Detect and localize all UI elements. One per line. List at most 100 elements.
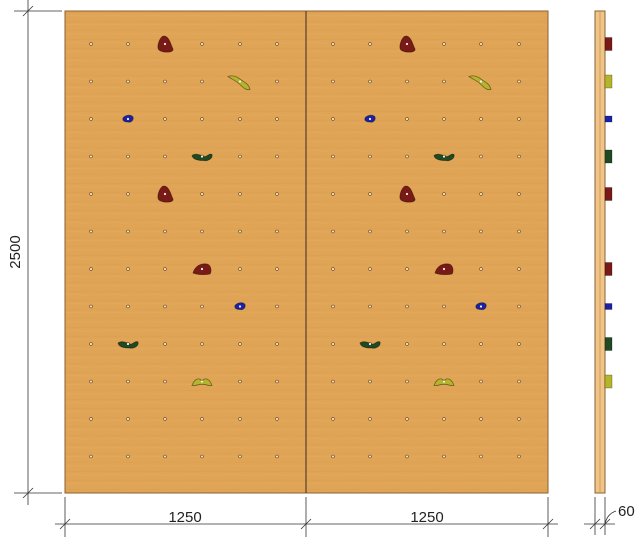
bolt-hole <box>126 42 130 46</box>
bolt-hole <box>479 42 483 46</box>
wall-panel-right <box>305 10 549 494</box>
bolt-hole <box>275 154 279 159</box>
side-hold <box>604 74 613 89</box>
bolt-hole <box>479 154 483 159</box>
bolt-hole <box>275 417 279 421</box>
climbing-hold <box>475 302 487 311</box>
bolt-hole <box>517 192 521 196</box>
bolt-hole <box>238 417 242 421</box>
bolt-hole <box>89 417 93 421</box>
climbing-hold <box>399 185 416 203</box>
bolt-hole <box>331 192 335 196</box>
bolt-hole <box>368 379 372 384</box>
bolt-hole <box>517 79 521 84</box>
bolt-hole <box>89 379 93 384</box>
bolt-hole <box>238 379 242 384</box>
climbing-hold <box>122 114 134 123</box>
bolt-hole <box>442 454 446 459</box>
bolt-hole <box>331 267 335 271</box>
bolt-hole <box>200 417 204 421</box>
bolt-hole <box>275 229 279 234</box>
bolt-hole <box>238 154 242 159</box>
bolt-hole <box>275 454 279 459</box>
side-hold <box>604 303 613 310</box>
bolt-hole <box>368 154 372 159</box>
bolt-hole <box>126 454 130 459</box>
bolt-hole <box>517 42 521 46</box>
bolt-hole <box>405 154 409 159</box>
bolt-hole <box>405 379 409 384</box>
bolt-hole <box>89 79 93 84</box>
bolt-hole <box>126 192 130 196</box>
bolt-hole <box>89 192 93 196</box>
climbing-hold <box>468 75 492 91</box>
side-hold <box>604 374 613 389</box>
bolt-hole <box>442 229 446 234</box>
climbing-hold <box>364 114 376 123</box>
climbing-hold <box>433 153 455 162</box>
bolt-hole <box>479 417 483 421</box>
bolt-hole <box>442 304 446 309</box>
bolt-hole <box>368 267 372 271</box>
bolt-hole <box>368 192 372 196</box>
bolt-hole <box>238 229 242 234</box>
bolt-hole <box>163 117 167 121</box>
bolt-hole <box>479 229 483 234</box>
bolt-hole <box>163 229 167 234</box>
bolt-hole <box>405 304 409 309</box>
side-hold <box>604 337 613 351</box>
bolt-hole <box>479 342 483 346</box>
climbing-holds <box>117 35 492 387</box>
bolt-hole <box>442 342 446 346</box>
bolt-hole <box>442 42 446 46</box>
bolt-hole <box>479 192 483 196</box>
bolt-hole <box>163 79 167 84</box>
bolt-hole <box>126 79 130 84</box>
climbing-hold <box>227 75 251 91</box>
bolt-hole <box>89 267 93 271</box>
bolt-hole <box>275 42 279 46</box>
side-hold <box>604 262 613 276</box>
width-label-left: 1250 <box>168 509 201 526</box>
bolt-hole <box>479 379 483 384</box>
climbing-hold <box>434 263 454 276</box>
side-hold <box>604 37 613 51</box>
bolt-hole <box>479 454 483 459</box>
side-hold <box>604 149 613 164</box>
bolt-hole <box>163 417 167 421</box>
bolt-hole <box>238 342 242 346</box>
bolt-hole <box>405 79 409 84</box>
height-label: 2500 <box>7 235 24 268</box>
bolt-hole <box>126 154 130 159</box>
bolt-hole <box>331 342 335 346</box>
bolt-hole <box>442 417 446 421</box>
bolt-hole <box>442 192 446 196</box>
thickness-label: 60 <box>618 503 635 520</box>
bolt-hole <box>331 79 335 84</box>
side-hold <box>604 187 613 201</box>
bolt-hole <box>163 267 167 271</box>
width-dimension <box>55 497 558 537</box>
bolt-hole <box>163 154 167 159</box>
bolt-hole <box>368 304 372 309</box>
bolt-hole <box>517 267 521 271</box>
bolt-hole <box>275 192 279 196</box>
bolt-hole <box>405 454 409 459</box>
height-dimension <box>14 0 62 505</box>
bolt-hole <box>331 304 335 309</box>
bolt-hole <box>89 42 93 46</box>
bolt-hole <box>331 154 335 159</box>
bolt-hole <box>275 117 279 121</box>
climbing-hold <box>191 378 213 387</box>
bolt-hole <box>89 117 93 121</box>
bolt-hole <box>517 342 521 346</box>
bolt-hole <box>331 42 335 46</box>
bolt-hole <box>275 267 279 271</box>
bolt-hole <box>238 454 242 459</box>
bolt-hole <box>200 304 204 309</box>
bolt-hole <box>368 79 372 84</box>
bolt-hole <box>238 117 242 121</box>
bolt-hole <box>405 417 409 421</box>
bolt-hole <box>200 342 204 346</box>
